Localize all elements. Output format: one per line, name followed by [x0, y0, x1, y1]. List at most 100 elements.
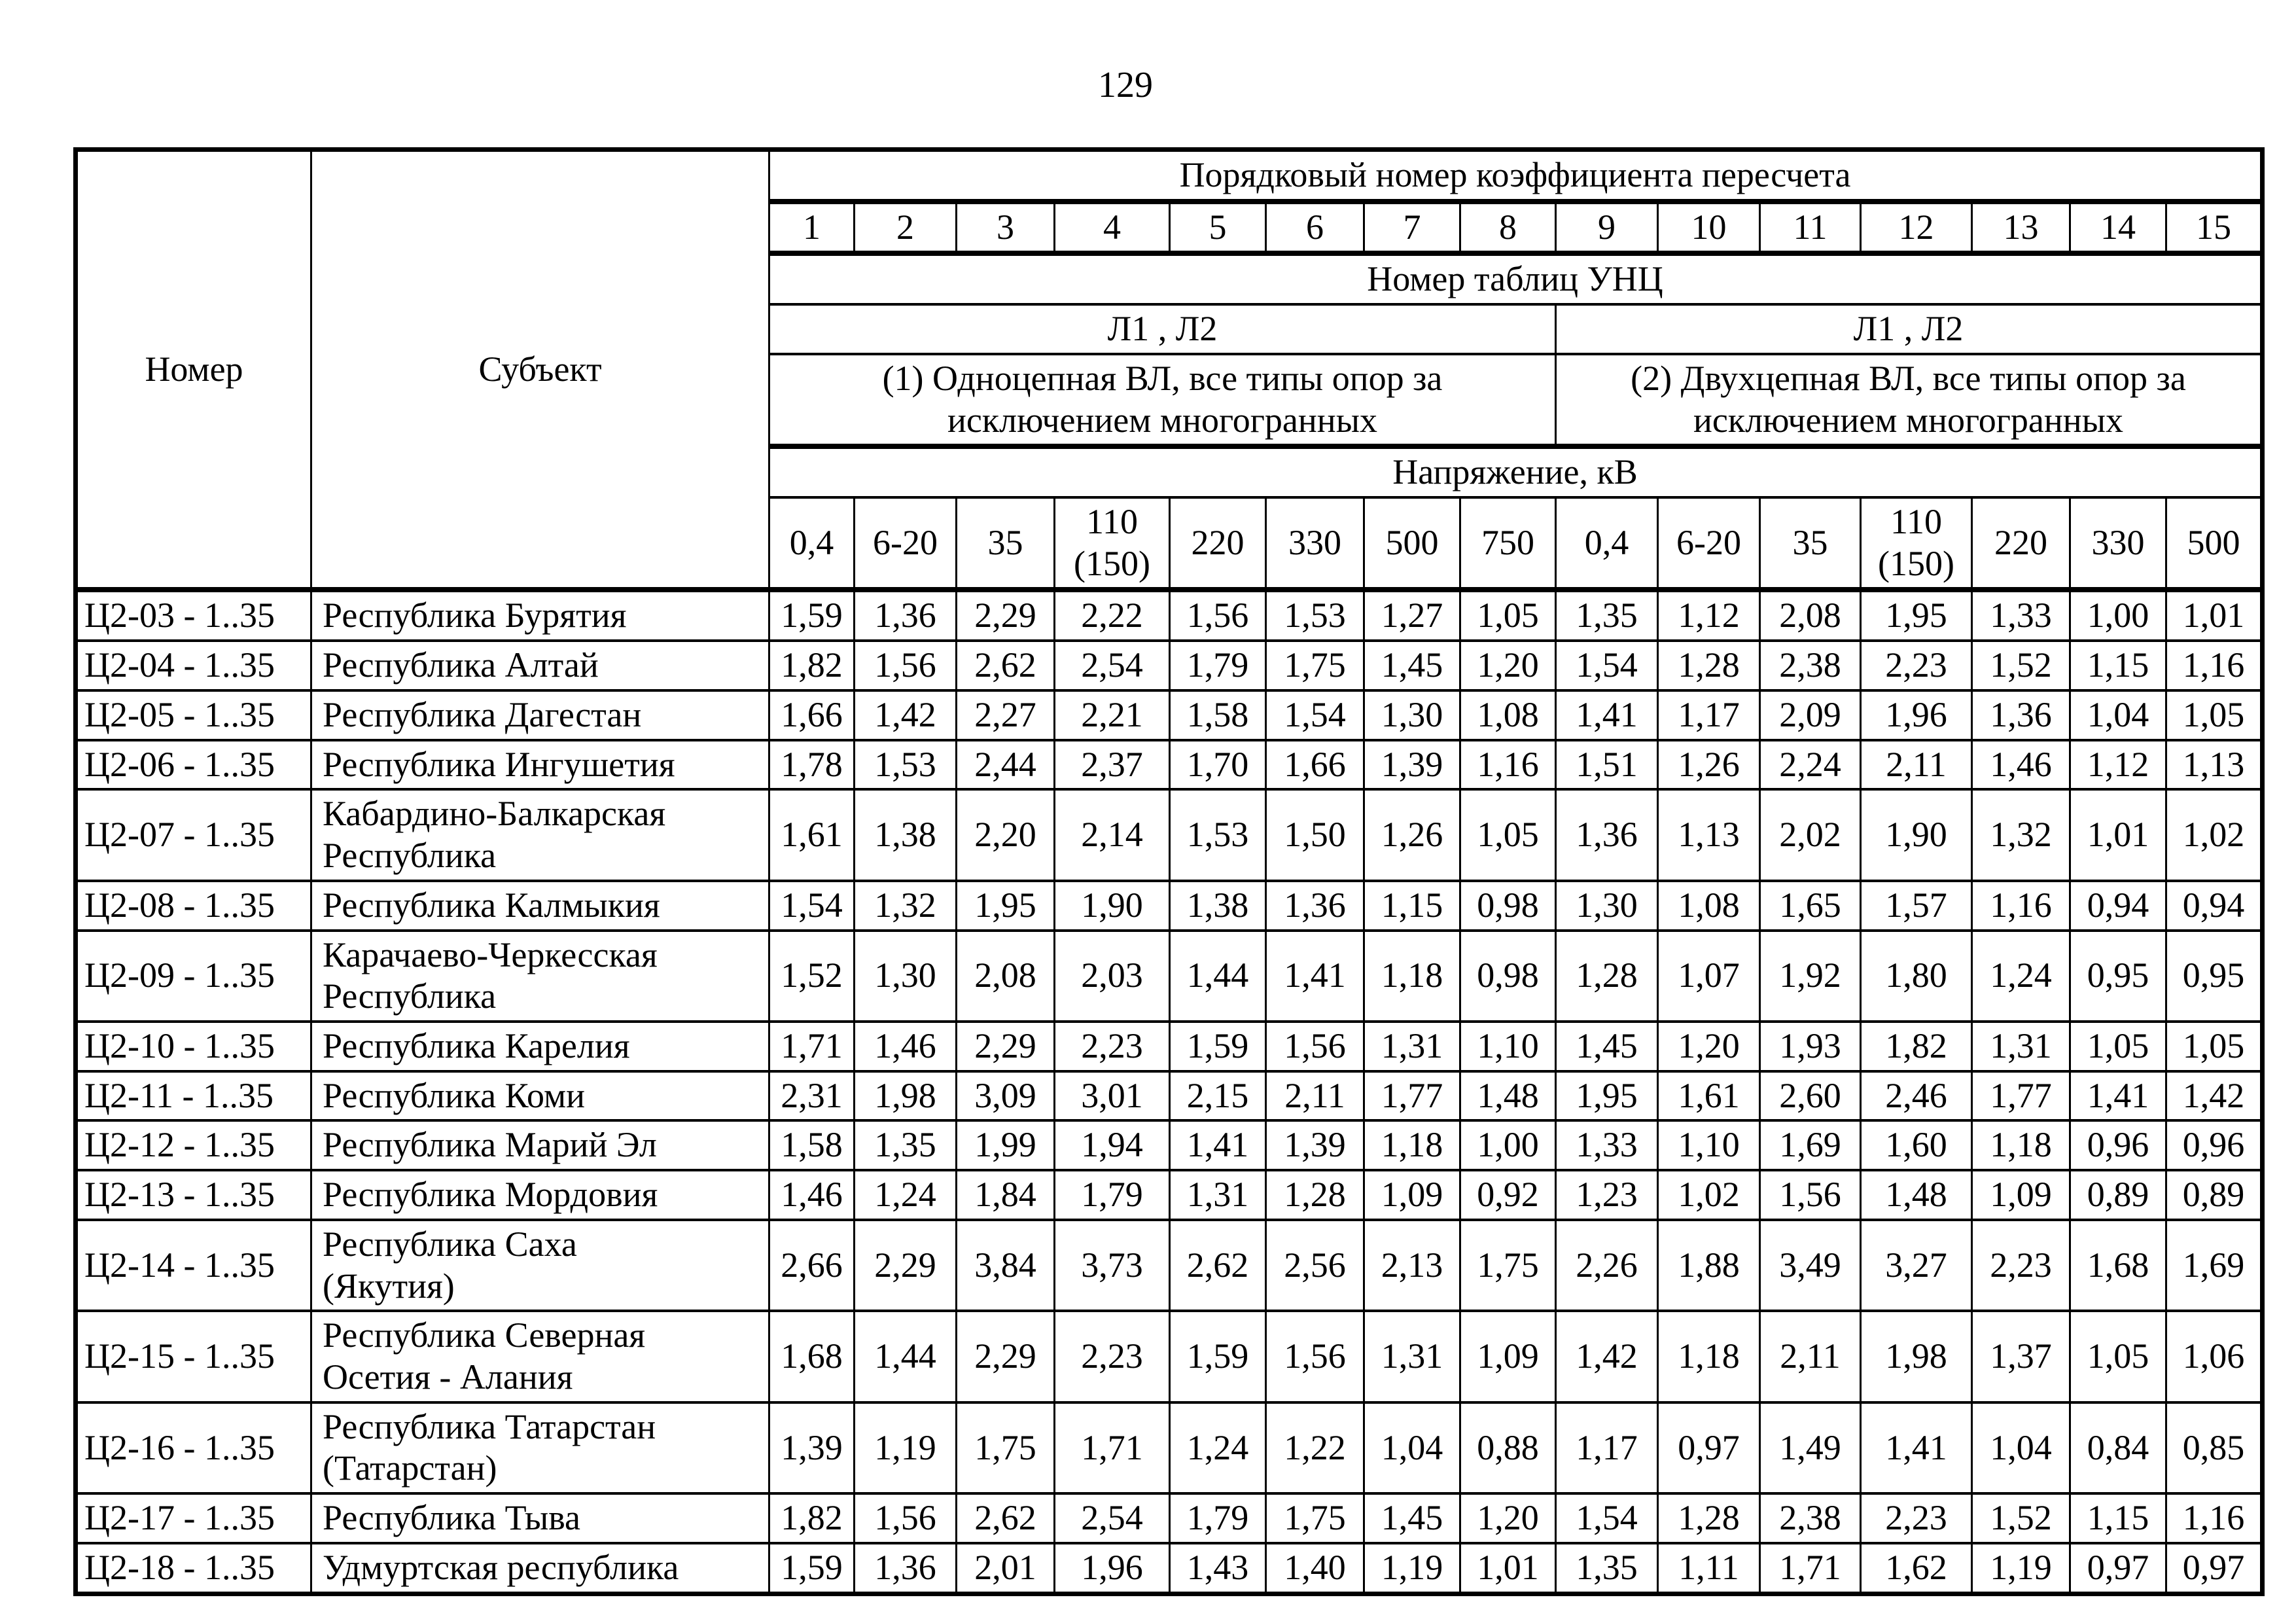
coefficient-value-cell: 1,56 — [853, 639, 957, 692]
header-row-table-groups: Л1 , Л2 Л1 , Л2 — [76, 303, 2263, 355]
coefficient-value-cell: 1,75 — [1459, 1218, 1557, 1313]
coefficient-value-cell: 1,01 — [1459, 1541, 1557, 1596]
coefficient-value-cell: 1,51 — [1555, 738, 1659, 791]
voltage-header-cell: 110 (150) — [1860, 496, 1973, 593]
row-subject-cell: Республика Калмыкия — [310, 879, 770, 932]
coefficient-value-cell: 0,98 — [1459, 929, 1557, 1023]
coefficient-value-cell: 2,37 — [1053, 738, 1171, 791]
coefficient-value-cell: 1,38 — [1169, 879, 1267, 932]
row-subject-cell: Республика Тыва — [310, 1492, 770, 1544]
coefficient-value-cell: 1,01 — [2069, 788, 2167, 882]
coefficient-value-cell: 2,03 — [1053, 929, 1171, 1023]
row-subject-cell: Кабардино-Балкарская Республика — [310, 788, 770, 882]
coefficient-table: Номер Субъект Порядковый номер коэффицие… — [73, 147, 2265, 1596]
coefficient-value-cell: 1,07 — [1657, 929, 1761, 1023]
coefficient-value-cell: 2,26 — [1555, 1218, 1659, 1313]
voltage-header-cell: 500 — [2165, 496, 2263, 593]
coefficient-value-cell: 0,97 — [1657, 1400, 1761, 1495]
ordinal-number-cell: 9 — [1555, 200, 1659, 257]
coefficient-value-cell: 2,24 — [1759, 738, 1862, 791]
coefficient-value-cell: 1,42 — [1555, 1310, 1659, 1404]
header-group1-tables: Л1 , Л2 — [768, 303, 1557, 355]
coefficient-value-cell: 0,98 — [1459, 879, 1557, 932]
coefficient-value-cell: 1,84 — [955, 1169, 1055, 1221]
header-subject-col: Субъект — [310, 148, 770, 593]
ordinal-number-cell: 14 — [2069, 200, 2167, 257]
coefficient-value-cell: 1,24 — [1169, 1400, 1267, 1495]
coefficient-value-cell: 1,59 — [768, 1541, 855, 1596]
coefficient-value-cell: 1,46 — [853, 1020, 957, 1073]
coefficient-value-cell: 1,02 — [1657, 1169, 1761, 1221]
coefficient-value-cell: 1,08 — [1459, 688, 1557, 741]
table-row: Ц2-03 - 1..35 Республика Бурятия 1,59 1,36 2… — [75, 588, 2263, 643]
row-number-cell: Ц2-03 - 1..35 — [75, 588, 312, 643]
coefficient-value-cell: 1,53 — [1265, 588, 1365, 643]
coefficient-value-cell: 3,49 — [1759, 1218, 1862, 1313]
row-subject-cell: Республика Татарстан (Татарстан) — [310, 1400, 770, 1495]
coefficient-value-cell: 1,94 — [1053, 1119, 1171, 1172]
voltage-header-cell: 0,4 — [1555, 496, 1659, 593]
coefficient-value-cell: 1,95 — [955, 879, 1055, 932]
coefficient-value-cell: 1,27 — [1363, 588, 1461, 643]
table-row: Ц2-16 - 1..35 Республика Татарстан (Татар… — [75, 1400, 2263, 1495]
ordinal-number-cell: 10 — [1657, 200, 1761, 257]
table-row: Ц2-15 - 1..35 Республика Северная Осетия … — [75, 1310, 2263, 1404]
coefficient-value-cell: 1,16 — [2165, 639, 2263, 692]
table-row: Ц2-06 - 1..35 Республика Ингушетия 1,78 1,5… — [75, 738, 2263, 791]
row-number-cell: Ц2-06 - 1..35 — [75, 738, 312, 791]
coefficient-value-cell: 1,79 — [1053, 1169, 1171, 1221]
coefficient-value-cell: 2,62 — [955, 639, 1055, 692]
coefficient-value-cell: 1,41 — [1265, 929, 1365, 1023]
coefficient-value-cell: 1,24 — [853, 1169, 957, 1221]
coefficient-value-cell: 1,46 — [768, 1169, 855, 1221]
row-number-cell: Ц2-17 - 1..35 — [75, 1492, 312, 1544]
header-unc-title: Номер таблиц УНЦ — [768, 252, 2263, 306]
coefficient-value-cell: 1,19 — [1971, 1541, 2071, 1596]
coefficient-value-cell: 1,95 — [1555, 1069, 1659, 1122]
coefficient-value-cell: 1,48 — [1459, 1069, 1557, 1122]
coefficient-value-cell: 1,80 — [1860, 929, 1973, 1023]
row-number-cell: Ц2-04 - 1..35 — [75, 639, 312, 692]
coefficient-value-cell: 1,75 — [1265, 639, 1365, 692]
ordinal-number-cell: 11 — [1759, 200, 1862, 257]
coefficient-value-cell: 1,36 — [853, 1541, 957, 1596]
coefficient-value-cell: 1,04 — [1971, 1400, 2071, 1495]
coefficient-value-cell: 1,39 — [1363, 738, 1461, 791]
coefficient-value-cell: 1,28 — [1265, 1169, 1365, 1221]
table-row: Ц2-13 - 1..35 Республика Мордовия 1,46 1,24… — [75, 1169, 2263, 1221]
coefficient-value-cell: 2,29 — [955, 588, 1055, 643]
table-row: Ц2-07 - 1..35 Кабардино-Балкарская Респуб… — [75, 788, 2263, 882]
coefficient-value-cell: 1,82 — [1860, 1020, 1973, 1073]
coefficient-value-cell: 2,38 — [1759, 639, 1862, 692]
coefficient-value-cell: 1,54 — [1555, 1492, 1659, 1544]
row-number-cell: Ц2-10 - 1..35 — [75, 1020, 312, 1073]
coefficient-value-cell: 2,23 — [1860, 1492, 1973, 1544]
coefficient-value-cell: 1,13 — [1657, 788, 1761, 882]
coefficient-value-cell: 1,56 — [1759, 1169, 1862, 1221]
coefficient-value-cell: 1,79 — [1169, 1492, 1267, 1544]
coefficient-value-cell: 1,50 — [1265, 788, 1365, 882]
ordinal-number-cell: 12 — [1860, 200, 1973, 257]
coefficient-value-cell: 1,35 — [853, 1119, 957, 1172]
coefficient-value-cell: 0,85 — [2165, 1400, 2263, 1495]
coefficient-value-cell: 1,36 — [1971, 688, 2071, 741]
coefficient-value-cell: 1,39 — [1265, 1119, 1365, 1172]
coefficient-value-cell: 1,61 — [1657, 1069, 1761, 1122]
coefficient-value-cell: 1,88 — [1657, 1218, 1761, 1313]
coefficient-value-cell: 2,54 — [1053, 639, 1171, 692]
coefficient-value-cell: 1,20 — [1459, 639, 1557, 692]
coefficient-value-cell: 1,52 — [1971, 1492, 2071, 1544]
coefficient-value-cell: 1,16 — [2165, 1492, 2263, 1544]
voltage-header-cell: 35 — [1759, 496, 1862, 593]
coefficient-value-cell: 1,66 — [1265, 738, 1365, 791]
voltage-header-cell: 0,4 — [768, 496, 855, 593]
coefficient-value-cell: 1,13 — [2165, 738, 2263, 791]
coefficient-value-cell: 1,56 — [1265, 1310, 1365, 1404]
coefficient-value-cell: 0,89 — [2165, 1169, 2263, 1221]
header-number-col: Номер — [75, 148, 312, 593]
coefficient-value-cell: 1,92 — [1759, 929, 1862, 1023]
voltage-header-cell: 35 — [955, 496, 1055, 593]
coefficient-value-cell: 2,54 — [1053, 1492, 1171, 1544]
coefficient-value-cell: 1,96 — [1860, 688, 1973, 741]
coefficient-value-cell: 2,46 — [1860, 1069, 1973, 1122]
